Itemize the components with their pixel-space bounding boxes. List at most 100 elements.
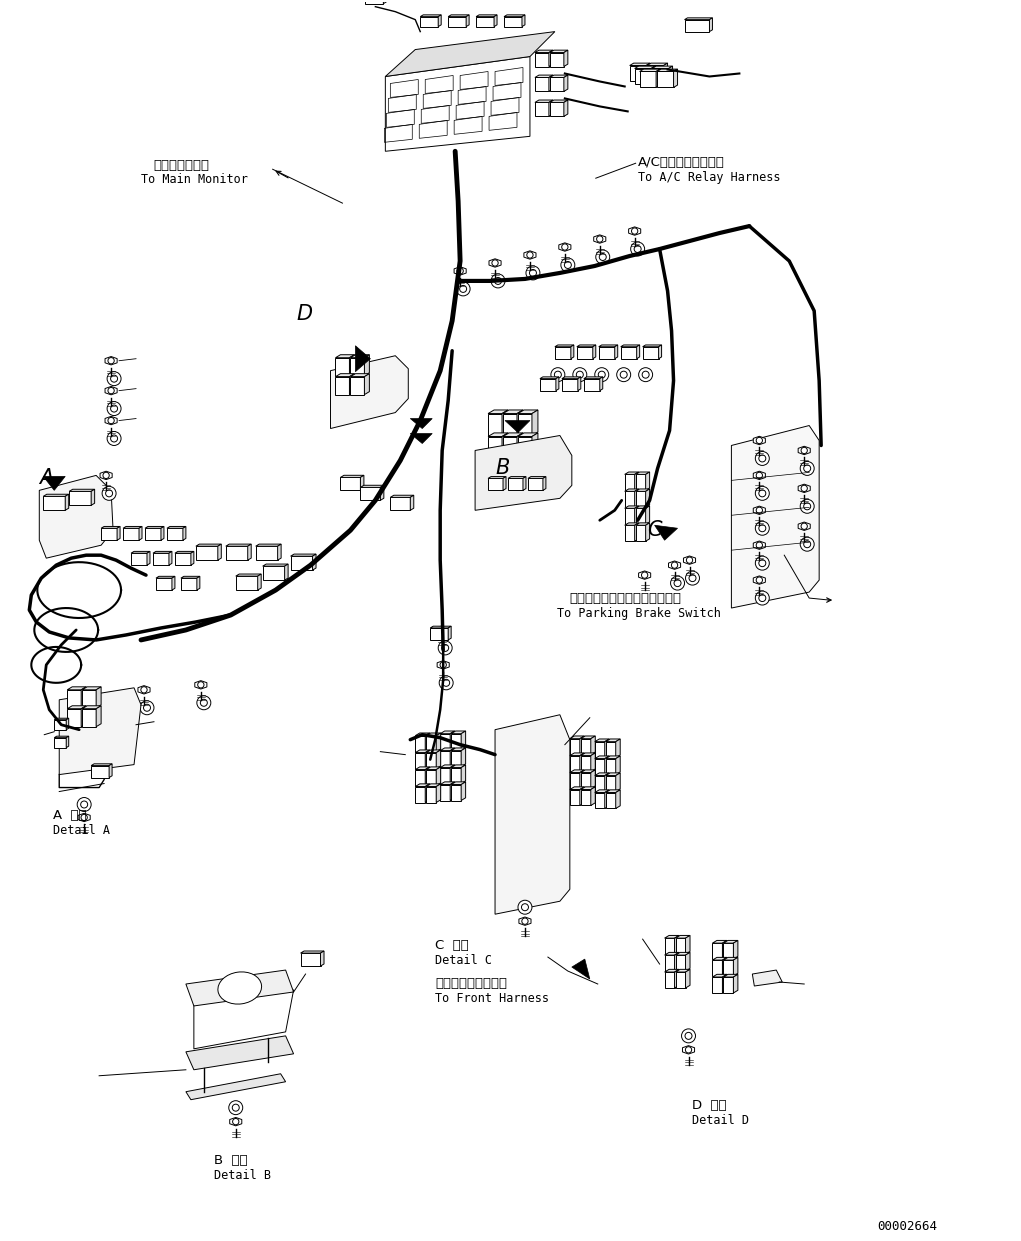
Polygon shape [175,551,194,553]
Polygon shape [262,566,285,580]
Polygon shape [685,952,690,970]
Polygon shape [528,478,543,490]
Polygon shape [436,784,441,803]
Polygon shape [591,769,595,788]
Polygon shape [674,69,678,87]
Polygon shape [635,68,651,84]
Polygon shape [451,764,466,768]
Polygon shape [416,750,430,752]
Polygon shape [550,101,568,103]
Polygon shape [550,76,568,77]
Polygon shape [535,52,549,67]
Polygon shape [54,737,66,747]
Polygon shape [535,50,553,52]
Polygon shape [364,355,370,376]
Polygon shape [105,356,117,365]
Circle shape [110,405,117,412]
Polygon shape [616,756,620,774]
Polygon shape [543,477,546,490]
Polygon shape [381,485,384,500]
Polygon shape [426,733,441,736]
Text: Detail C: Detail C [435,954,492,967]
Polygon shape [96,686,101,707]
Polygon shape [724,974,738,977]
Polygon shape [528,477,546,478]
Polygon shape [425,750,430,768]
Polygon shape [710,17,713,31]
Polygon shape [713,977,723,993]
Circle shape [442,644,448,652]
Polygon shape [145,529,161,540]
Polygon shape [383,0,386,4]
Polygon shape [349,355,354,376]
Polygon shape [67,690,82,707]
Polygon shape [639,72,657,87]
Polygon shape [625,525,635,541]
Polygon shape [629,227,641,236]
Polygon shape [658,72,674,87]
Polygon shape [450,748,454,767]
Polygon shape [43,477,65,490]
Polygon shape [360,485,384,488]
Text: Detail B: Detail B [213,1169,271,1181]
Polygon shape [630,66,646,82]
Polygon shape [476,16,494,26]
Circle shape [443,679,449,686]
Polygon shape [82,686,101,690]
Polygon shape [191,551,194,565]
Polygon shape [504,16,522,26]
Circle shape [598,371,605,379]
Circle shape [107,402,121,416]
Polygon shape [798,522,811,530]
Polygon shape [494,15,497,26]
Polygon shape [724,943,733,959]
Polygon shape [364,374,370,395]
Polygon shape [657,69,661,87]
Polygon shape [518,437,532,458]
Polygon shape [503,413,517,436]
Polygon shape [248,544,251,560]
Polygon shape [598,345,618,346]
Polygon shape [488,433,508,437]
Polygon shape [558,243,571,251]
Polygon shape [440,733,450,750]
Polygon shape [519,917,531,926]
Circle shape [140,701,154,715]
Polygon shape [82,690,96,707]
Polygon shape [54,736,68,737]
Polygon shape [577,346,593,359]
Polygon shape [595,793,604,808]
Polygon shape [105,386,117,395]
Polygon shape [262,565,288,566]
Polygon shape [255,544,281,546]
Text: C  詳細: C 詳細 [435,939,469,952]
Polygon shape [630,63,650,66]
Polygon shape [438,15,441,26]
Polygon shape [581,789,591,805]
Polygon shape [437,660,449,669]
Polygon shape [595,776,604,792]
Polygon shape [570,736,584,738]
Polygon shape [69,489,95,491]
Polygon shape [550,50,568,52]
Polygon shape [410,495,414,510]
Polygon shape [570,738,580,755]
Polygon shape [349,374,354,395]
Polygon shape [450,782,454,800]
Polygon shape [636,525,645,541]
Polygon shape [540,377,558,379]
Polygon shape [577,345,596,346]
Polygon shape [300,951,324,953]
Polygon shape [461,731,466,750]
Circle shape [759,594,766,602]
Polygon shape [635,506,639,524]
Polygon shape [564,101,568,117]
Circle shape [634,246,641,252]
Polygon shape [647,63,668,66]
Polygon shape [340,475,363,478]
Polygon shape [421,16,438,26]
Circle shape [800,499,814,514]
Polygon shape [604,789,610,808]
Circle shape [617,367,631,382]
Polygon shape [669,561,681,570]
